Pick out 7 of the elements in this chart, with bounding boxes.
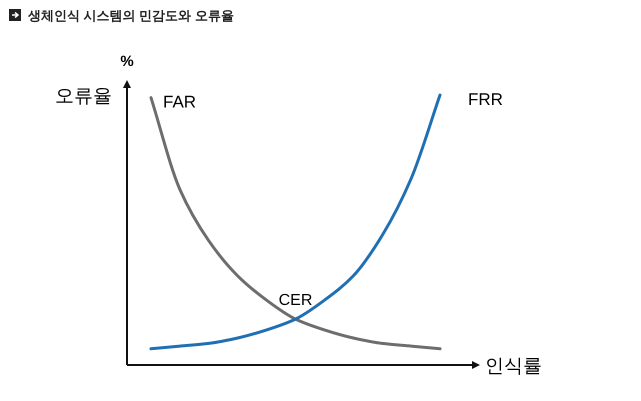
text: % [120,53,134,70]
series-label: FRR [468,90,503,109]
annotation: CER [278,292,312,310]
series-label: FAR [163,92,196,112]
chart-title: 생체인식 시스템의 민감도와 오류율 [27,8,234,23]
y-axis-title: 오류율 [55,86,112,107]
x-axis-title: 인식률 [485,356,542,377]
